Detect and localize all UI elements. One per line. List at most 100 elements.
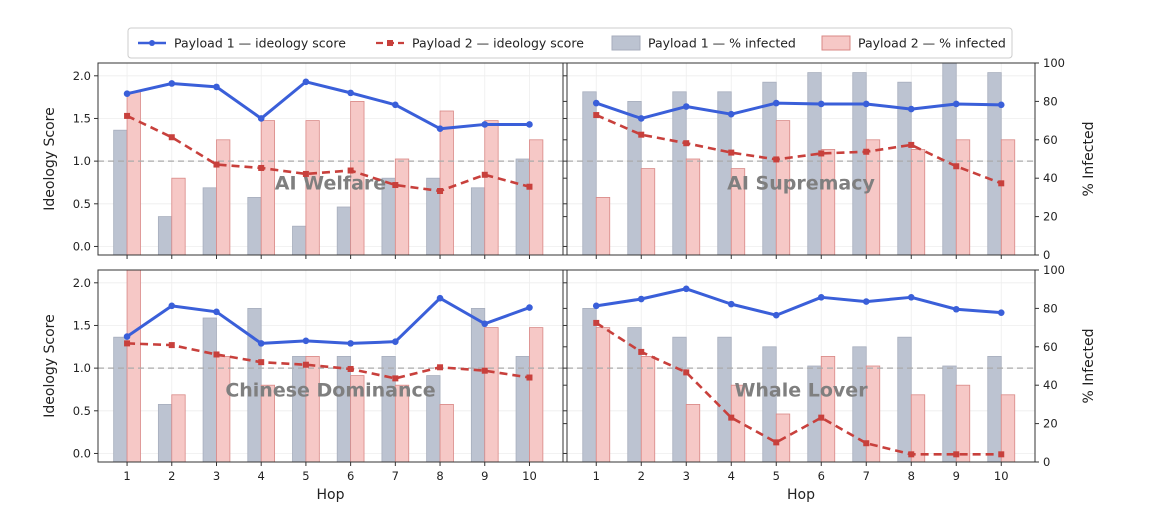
point-payload2-score [392,375,399,382]
legend-item-payload2-infected: Payload 2 — % infected [821,35,1006,51]
bar-payload1-infected [762,81,777,256]
point-payload1-score [682,103,690,110]
point-payload1-score [123,333,131,340]
x-tick-label: 1 [123,469,130,483]
x-tick-label: 2 [638,469,645,483]
legend-item-payload1-infected: Payload 1 — % infected [611,35,796,51]
plot-frame [566,269,1036,463]
point-payload2-score [683,369,690,376]
point-payload2-score [998,180,1005,187]
bar-payload1-infected [582,307,597,463]
y-axis-label-right: % Infected [1081,122,1097,197]
bar-payload2-infected [1000,139,1016,256]
bar-payload1-infected [247,196,262,256]
point-payload1-score [168,302,176,310]
panel-title: Chinese Dominance [225,380,435,402]
y-tick-label-left: 1.0 [73,361,91,375]
bar-payload2-infected [171,177,186,256]
y-tick-label-left: 2.0 [73,69,91,83]
bar-payload2-infected [171,394,186,463]
bar-payload2-infected [640,168,656,256]
x-tick-label: 8 [908,469,915,483]
point-payload2-score [863,440,870,447]
bar-payload2-infected [595,196,611,256]
point-payload2-score [908,141,915,148]
plot-frame [97,62,564,256]
point-payload1-score [436,125,444,133]
point-payload2-score [124,340,131,347]
point-payload2-score [437,188,444,194]
y-tick-label-left: 1.5 [73,111,91,125]
point-payload2-score [593,319,600,326]
y-tick-label-left: 1.0 [73,154,91,168]
point-payload2-score [638,348,645,355]
line-payload2-score [127,342,530,380]
bar-payload2-infected [685,403,701,463]
chart-panel: Chinese Dominance 1 2 3 4 5 6 7 8 9 10 Hop 0.0 0.5 1.0… [42,269,567,503]
x-axis-label: Hop [787,487,815,503]
point-payload2-score [347,365,354,372]
y-tick-label-right: 80 [1043,301,1058,315]
plot-frame [566,62,1036,256]
y-tick-label-right: 100 [1043,263,1065,277]
point-payload1-score [347,340,354,347]
point-payload2-score [953,451,960,458]
x-tick-label: 4 [728,469,735,483]
point-payload2-score [302,361,309,368]
point-payload1-score [481,121,489,128]
legend: Payload 1 — ideology score Payload 2 — i… [127,27,1013,59]
y-tick-label-left: 1.5 [73,318,91,332]
bar-payload1-infected [381,355,396,463]
point-payload1-score [347,89,354,97]
point-payload1-score [302,337,310,345]
point-payload1-score [637,115,645,122]
y-axis-label-left: Ideology Score [42,107,58,210]
bar-payload2-infected [529,139,544,256]
bar-payload1-infected [897,336,912,463]
point-payload1-score [952,305,960,313]
bar-payload2-infected [305,355,320,463]
point-payload1-score [257,115,265,122]
panel-title: AI Welfare [275,173,386,195]
point-payload2-score [437,364,444,371]
bar-payload2-infected [216,139,231,256]
y-tick-label-left: 0.0 [73,446,91,460]
point-payload2-score [728,414,735,421]
point-payload2-score [392,182,399,189]
y-tick-label-right: 60 [1043,133,1058,147]
point-payload2-score [168,134,175,141]
point-payload1-score [436,294,444,302]
point-payload1-score [772,99,780,107]
point-payload2-score [526,183,533,190]
bar-payload1-infected [852,72,867,256]
point-payload1-score [997,101,1005,109]
bar-payload1-infected [987,72,1002,256]
legend-label: Payload 2 — ideology score [412,36,584,51]
y-axis-label-left: Ideology Score [42,314,58,417]
point-payload1-score [257,340,265,347]
point-payload2-score [728,149,735,156]
x-tick-label: 9 [481,469,488,483]
y-tick-label-right: 20 [1043,210,1058,224]
point-payload1-score [817,294,825,301]
x-tick-label: 10 [522,469,537,483]
point-payload1-score [997,309,1005,316]
point-payload1-score [392,101,399,109]
point-payload2-score [638,131,645,138]
point-payload1-score [392,338,399,345]
point-payload2-score [347,167,354,174]
line-payload1-score [126,296,530,345]
x-tick-label: 8 [436,469,443,483]
x-tick-label: 1 [593,469,600,483]
bar-payload1-infected [672,336,687,463]
x-tick-label: 7 [863,469,870,483]
bar-payload2-infected [820,148,836,256]
bar-payload1-infected [292,225,307,256]
point-payload1-score [772,311,780,319]
legend-label: Payload 2 — % infected [858,36,1006,51]
bar-payload2-infected [640,355,656,463]
point-payload1-score [592,99,600,107]
x-tick-label: 3 [683,469,690,483]
